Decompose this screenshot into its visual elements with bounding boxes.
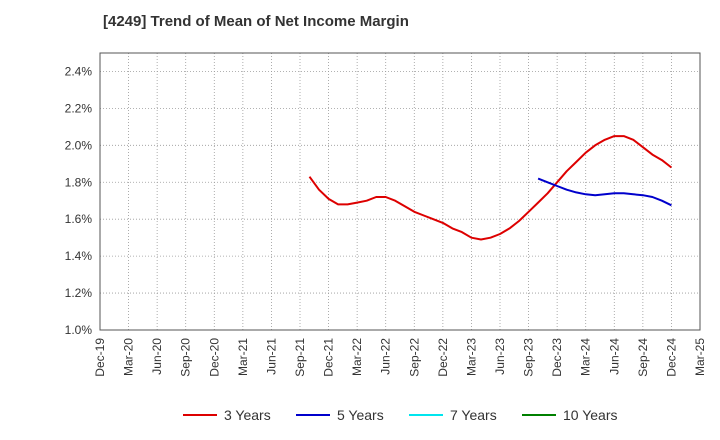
y-tick-label: 1.0% <box>65 323 93 337</box>
series-line <box>308 135 673 241</box>
y-tick-label: 1.8% <box>65 175 93 189</box>
x-tick-label: Sep-21 <box>293 338 307 377</box>
y-tick-label: 1.2% <box>65 286 93 300</box>
plot-area-frame <box>99 52 701 331</box>
x-tick-label: Jun-21 <box>264 338 278 375</box>
chart-title: [4249] Trend of Mean of Net Income Margi… <box>103 13 409 30</box>
x-tick-label: Mar-24 <box>579 338 593 376</box>
x-tick-label: Sep-23 <box>522 338 536 377</box>
y-tick-label: 2.4% <box>65 64 93 78</box>
x-tick-label: Dec-20 <box>207 338 221 377</box>
x-tick-label: Mar-22 <box>350 338 364 376</box>
x-tick-label: Mar-21 <box>236 338 250 376</box>
x-tick-label: Sep-22 <box>407 338 421 377</box>
y-tick-label: 1.4% <box>65 249 93 263</box>
y-tick-label: 2.0% <box>65 138 93 152</box>
x-tick-label: Dec-19 <box>93 338 107 377</box>
y-tick-label: 2.2% <box>65 101 93 115</box>
x-tick-label: Mar-20 <box>122 338 136 376</box>
series-line <box>537 177 672 207</box>
x-axis-tick-labels: Dec-19 Mar-20 Jun-20 Sep-20 Dec-20 Mar-21 Jun-… <box>93 338 707 377</box>
y-tick-label: 1.6% <box>65 212 93 226</box>
x-tick-label: Jun-22 <box>379 338 393 375</box>
x-tick-label: Dec-22 <box>436 338 450 377</box>
x-tick-label: Jun-23 <box>493 338 507 375</box>
x-tick-label: Dec-21 <box>322 338 336 377</box>
legend-label: 3 Years <box>224 407 271 423</box>
series-lines <box>308 135 673 241</box>
x-tick-label: Sep-20 <box>179 338 193 377</box>
legend-label: 5 Years <box>337 407 384 423</box>
x-tick-label: Mar-25 <box>693 338 707 376</box>
legend-label: 10 Years <box>563 407 618 423</box>
x-tick-label: Sep-24 <box>636 338 650 377</box>
x-tick-label: Dec-24 <box>664 338 678 377</box>
x-tick-label: Mar-23 <box>464 338 478 376</box>
x-tick-label: Jun-20 <box>150 338 164 375</box>
x-tick-label: Jun-24 <box>607 338 621 375</box>
legend: 3 Years 5 Years 7 Years 10 Years <box>183 407 618 423</box>
grid-lines <box>100 53 700 331</box>
legend-label: 7 Years <box>450 407 497 423</box>
x-tick-label: Dec-23 <box>550 338 564 377</box>
y-axis-tick-labels: 1.0% 1.2% 1.4% 1.6% 1.8% 2.0% 2.2% 2.4% <box>65 64 93 337</box>
